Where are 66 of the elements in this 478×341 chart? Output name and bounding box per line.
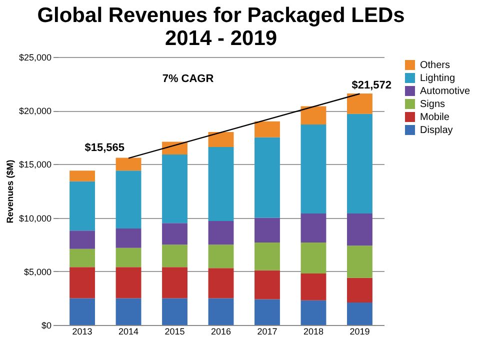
bar xyxy=(300,300,326,325)
bar xyxy=(162,298,188,325)
x-tick-label: 2014 xyxy=(118,326,139,336)
bar xyxy=(347,214,372,246)
bar xyxy=(300,242,326,274)
x-tick-label: 2017 xyxy=(257,326,278,336)
bar xyxy=(70,170,95,182)
bar xyxy=(254,121,280,138)
annotation: $21,572 xyxy=(352,80,392,92)
bar xyxy=(254,299,280,325)
bar xyxy=(162,223,188,245)
legend-label: Display xyxy=(420,125,453,136)
bar xyxy=(162,142,188,155)
y-tick-label: $20,000 xyxy=(18,106,52,116)
annotation: $15,565 xyxy=(84,142,125,154)
legend-label: Mobile xyxy=(420,112,450,123)
bar xyxy=(208,147,234,222)
y-tick-label: $25,000 xyxy=(18,52,52,62)
bar xyxy=(254,137,280,218)
y-tick-label: $5,000 xyxy=(24,266,52,277)
bar xyxy=(70,267,95,298)
legend-label: Signs xyxy=(420,99,446,110)
x-tick-label: 2018 xyxy=(303,326,324,336)
bar xyxy=(70,248,95,268)
y-tick-label: $0 xyxy=(41,320,52,330)
bar xyxy=(70,230,95,249)
bar xyxy=(116,298,142,325)
legend-label: Others xyxy=(420,60,450,71)
y-tick-label: $15,000 xyxy=(18,160,52,170)
bar xyxy=(208,298,234,325)
legend-label: Automotive xyxy=(420,86,470,97)
bar xyxy=(300,124,326,214)
bar xyxy=(347,114,372,214)
bar xyxy=(347,278,372,302)
x-tick-label: 2016 xyxy=(210,326,232,336)
bar xyxy=(116,170,142,229)
bar xyxy=(208,132,234,148)
bar xyxy=(70,298,95,325)
bar xyxy=(162,267,188,298)
bar xyxy=(300,214,326,242)
bar xyxy=(254,270,280,300)
bar xyxy=(347,93,372,114)
bar xyxy=(300,274,326,300)
legend-label: Lighting xyxy=(420,73,456,84)
y-axis-title: Revenues ($M) xyxy=(4,160,15,224)
y-tick-label: $10,000 xyxy=(18,213,52,224)
bar xyxy=(116,248,142,268)
x-tick-label: 2015 xyxy=(164,326,185,336)
bar xyxy=(116,267,142,298)
bar xyxy=(347,246,372,278)
bar xyxy=(300,106,326,125)
bar xyxy=(208,244,234,268)
x-tick-label: 2019 xyxy=(350,326,370,336)
bar xyxy=(162,154,188,224)
chart-title: Global Revenues for Packaged LEDs 2014 - 2019 xyxy=(37,4,405,50)
bar xyxy=(254,242,280,270)
bar xyxy=(116,228,142,248)
bar xyxy=(116,158,142,171)
bar xyxy=(208,221,234,245)
bar xyxy=(254,218,280,242)
bar xyxy=(70,181,95,231)
bar xyxy=(162,244,188,268)
annotation: 7% CAGR xyxy=(162,73,214,85)
bar xyxy=(208,268,234,298)
x-tick-label: 2013 xyxy=(72,326,92,336)
bar xyxy=(347,302,372,325)
